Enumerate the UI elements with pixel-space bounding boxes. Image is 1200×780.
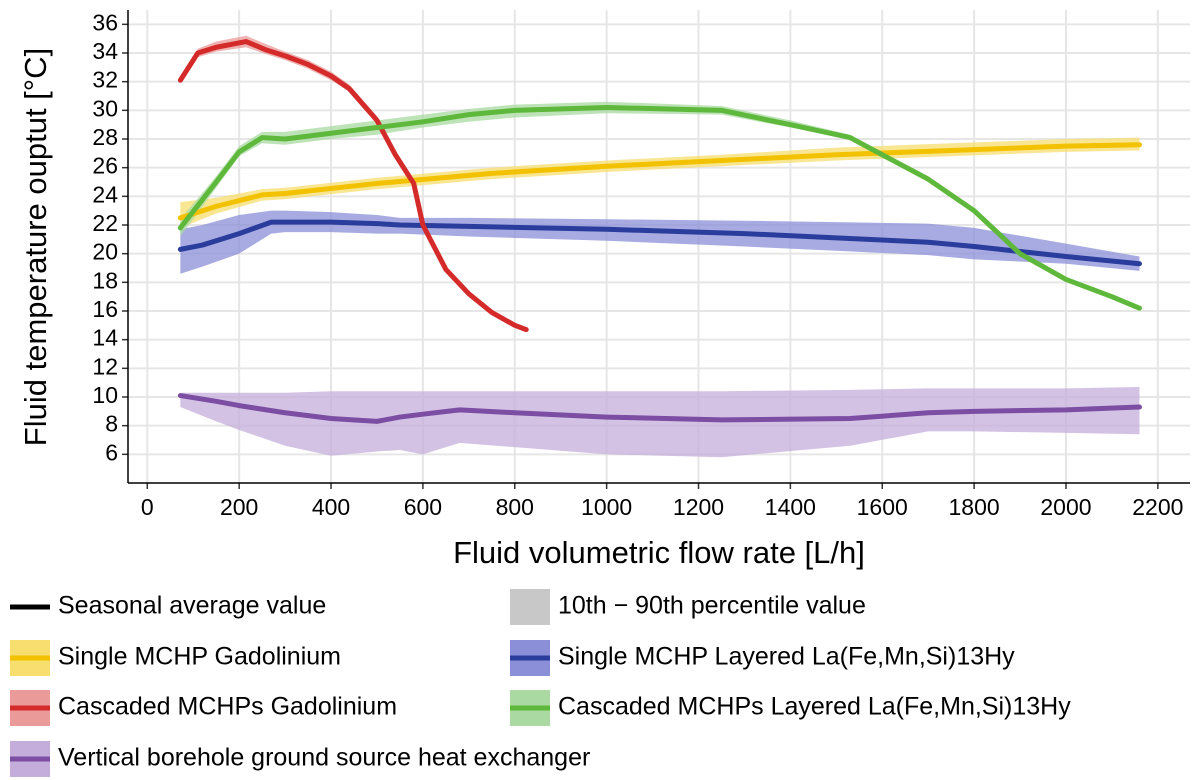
legend-label: Cascaded MCHPs Gadolinium	[58, 693, 397, 721]
series-line	[177, 142, 1142, 221]
x-tick-label: 1600	[857, 494, 908, 520]
series-line	[177, 39, 529, 333]
y-tick-label: 34	[92, 38, 118, 64]
y-axis-title: Fluid temperature ouptut [°C]	[18, 48, 53, 446]
legend-band-key	[510, 589, 550, 625]
x-tick-label: 1800	[949, 494, 1000, 520]
x-axis-title: Fluid volumetric flow rate [L/h]	[453, 535, 865, 570]
legend-label: Seasonal average value	[58, 592, 326, 620]
x-tick-label: 200	[220, 494, 258, 520]
legend-label: Single MCHP Gadolinium	[58, 643, 341, 671]
y-tick-label: 6	[105, 439, 118, 465]
y-tick-label: 24	[92, 181, 118, 207]
y-tick-label: 26	[92, 153, 118, 179]
y-tick-label: 32	[92, 67, 118, 93]
x-tick-label: 2200	[1132, 494, 1183, 520]
x-tick-label: 1000	[581, 494, 632, 520]
legend-label: Vertical borehole ground source heat exc…	[58, 744, 590, 772]
y-tick-label: 16	[92, 296, 118, 322]
x-tick-label: 2000	[1040, 494, 1091, 520]
x-tick-label: 800	[496, 494, 534, 520]
percentile-band	[180, 386, 1140, 458]
y-tick-label: 22	[92, 210, 118, 236]
y-tick-label: 18	[92, 267, 118, 293]
legend-label: Cascaded MCHPs Layered La(Fe,Mn,Si)13Hy	[558, 693, 1071, 721]
x-tick-label: 0	[141, 494, 154, 520]
y-tick-label: 30	[92, 95, 118, 121]
series-line	[177, 104, 1142, 311]
legend-label: Single MCHP Layered La(Fe,Mn,Si)13Hy	[558, 643, 1015, 671]
plot-area	[128, 10, 1190, 483]
y-tick-label: 8	[105, 411, 118, 437]
x-tick-label: 400	[312, 494, 350, 520]
x-tick-label: 600	[404, 494, 442, 520]
series-line	[177, 393, 1142, 424]
y-tick-label: 10	[92, 382, 118, 408]
y-tick-label: 12	[92, 353, 118, 379]
legend-label: 10th − 90th percentile value	[558, 592, 866, 620]
series-line	[177, 219, 1142, 267]
x-tick-label: 1200	[673, 494, 724, 520]
y-tick-label: 36	[92, 9, 118, 35]
y-tick-label: 14	[92, 325, 118, 351]
y-tick-label: 20	[92, 239, 118, 265]
x-tick-label: 1400	[765, 494, 816, 520]
y-tick-label: 28	[92, 124, 118, 150]
